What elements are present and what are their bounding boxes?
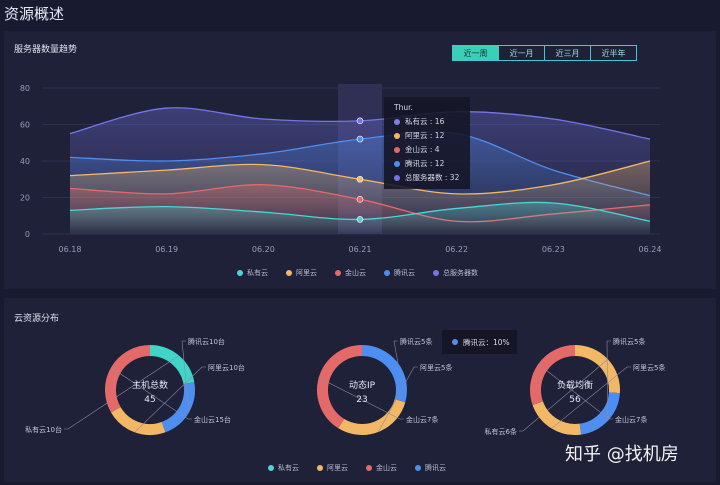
trend-chart[interactable]: 0 20 40 60 80 06.18 06.19 06.20 06.21 06.22 06.23 0… [0,0,720,290]
range-week-button[interactable]: 近一周 [452,45,499,61]
legend-item[interactable]: 腾讯云 [415,463,446,473]
y-tick-label: 20 [20,194,30,203]
legend-item[interactable]: 阿里云 [286,268,317,278]
y-tick-label: 0 [25,230,30,239]
tooltip-row: 金山云 : 4 [394,144,440,155]
legend-dot [335,270,341,276]
series-point[interactable] [356,117,364,125]
legend-item[interactable]: 阿里云 [317,463,348,473]
tooltip-dot [394,146,400,153]
trend-title: 服务器数量趋势 [14,45,78,55]
x-tick-label: 06.23 [542,245,565,254]
tooltip-dot [394,132,400,139]
series-point[interactable] [356,135,364,143]
series-area [70,202,650,234]
legend-item[interactable]: 金山云 [335,268,366,278]
legend-item[interactable]: 总服务器数 [433,268,478,278]
y-tick-label: 80 [20,84,30,93]
legend-dot [317,465,323,471]
distribution-legend: 私有云 阿里云 金山云 腾讯云 [268,463,464,473]
series-point[interactable] [356,175,364,183]
legend-dot [433,270,439,276]
tooltip-row: 私有云 : 16 [394,116,444,127]
legend-dot [415,465,421,471]
legend-item[interactable]: 私有云 [237,268,268,278]
legend-item[interactable]: 私有云 [268,463,299,473]
x-tick-label: 06.24 [639,245,662,254]
distribution-tooltip: 腾讯云：10% [442,330,517,354]
legend-dot [384,270,390,276]
distribution-title: 云资源分布 [14,314,60,324]
legend-item[interactable]: 金山云 [366,463,397,473]
tooltip-row: 阿里云 : 12 [394,130,444,141]
tooltip-day: Thur. [394,103,413,112]
tooltip-row: 总服务器数 : 32 [394,172,459,183]
x-tick-label: 06.19 [155,245,178,254]
legend-dot [286,270,292,276]
range-halfyear-button[interactable]: 近半年 [590,45,637,61]
legend-dot [366,465,372,471]
trend-tooltip: Thur. 私有云 : 16 阿里云 : 12 金山云 : 4 腾讯云 : 12… [384,97,470,189]
series-point[interactable] [356,216,364,223]
legend-dot [268,465,274,471]
x-tick-label: 06.22 [445,245,468,254]
tooltip-dot [394,174,400,181]
y-tick-label: 60 [20,121,30,130]
tooltip-dot [452,339,458,345]
x-tick-label: 06.21 [349,245,372,254]
tooltip-dot [394,160,400,167]
watermark: 知乎 @找机房 [565,444,679,465]
x-tick-label: 06.20 [252,245,275,254]
y-tick-label: 40 [20,157,30,166]
tooltip-dot [394,118,400,125]
x-tick-label: 06.18 [59,245,82,254]
page-title: 资源概述 [4,5,65,23]
tooltip-row: 腾讯云 : 12 [394,158,444,169]
trend-legend: 私有云 阿里云 金山云 腾讯云 总服务器数 [237,268,496,278]
legend-item[interactable]: 腾讯云 [384,268,415,278]
series-point[interactable] [356,196,364,203]
range-buttons: 近一周 近一月 近三月 近半年 [452,45,637,61]
legend-dot [237,270,243,276]
